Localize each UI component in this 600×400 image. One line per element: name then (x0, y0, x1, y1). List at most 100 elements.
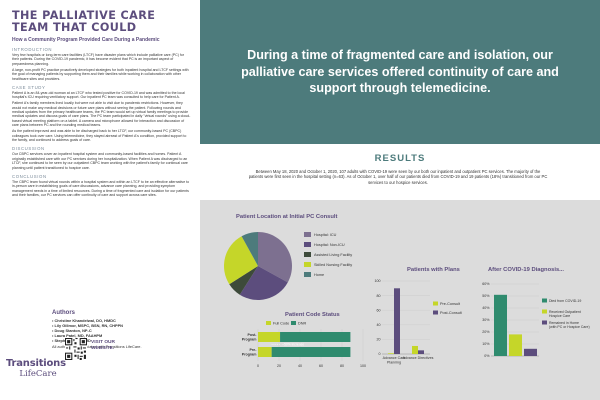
plans-chart-title: Patients with Plans (407, 267, 460, 273)
case-study-body: Patient A is an 84-year-old woman at an … (12, 91, 191, 142)
case-study-paragraph: As the patient improved and was able to … (12, 129, 187, 142)
results-title: RESULTS (374, 153, 426, 164)
discussion-body: Our CBPC services cover an inpatient hos… (12, 152, 191, 170)
bar (509, 334, 522, 356)
y-tick-label: 10% (482, 342, 490, 346)
x-tick-label: 60 (319, 364, 323, 368)
legend-label: Home (314, 273, 324, 277)
after-chart-title: After COVID-19 Diagnosis... (488, 267, 565, 273)
logo-line2: LifeCare (19, 369, 57, 379)
y-tick-label: 60 (377, 308, 381, 312)
y-tick-label: 80 (377, 294, 381, 298)
legend-label: Remained in Home (549, 321, 579, 325)
conclusion-body: The CBPC team found virtual rounds withi… (12, 180, 191, 198)
poster-title: THE PALLIATIVE CARE TEAM THAT COULD (12, 9, 156, 34)
bar (524, 348, 537, 356)
pie-slice (224, 236, 258, 285)
bar (494, 294, 507, 356)
bar-segment (258, 347, 272, 357)
introduction-paragraph: Very few hospitals or long-term care fac… (12, 53, 185, 66)
code-chart-title: Patient Code Status (285, 312, 340, 318)
legend-label: Post-Consult (440, 311, 463, 315)
results-text: Between May 18, 2020 and October 1, 2020… (248, 169, 548, 185)
x-tick-label: 40 (298, 364, 302, 368)
y-tick-label: 40 (377, 323, 381, 327)
legend-label: Pre-Consult (440, 302, 461, 306)
bar (388, 353, 394, 354)
legend-label: Hospital: Non-ICU (314, 243, 345, 247)
annotation-label: ~50% increase (282, 343, 304, 347)
banner: During a time of fragmented care and iso… (200, 0, 600, 144)
bar-segment (280, 332, 351, 342)
visit-line: VISIT OUR (91, 340, 115, 345)
legend-label: Full Code (273, 322, 289, 326)
author-item: Laura Patel, MD, FAAHPM (52, 333, 192, 338)
conclusion-paragraph: The CBPC team found virtual rounds withi… (12, 180, 190, 198)
y-tick-label: 0% (484, 354, 490, 358)
y-tick-label: 100 (375, 279, 381, 283)
legend-label: DNR (298, 322, 306, 326)
right-column: During a time of fragmented care and iso… (200, 0, 600, 400)
case-study-paragraph: Patient A's family members lived locally… (12, 101, 191, 128)
y-tick-label: 40% (482, 306, 490, 310)
legend-label: Assisted Living Facility (314, 253, 352, 257)
logo-line1: Transitions (6, 358, 66, 369)
introduction-heading: INTRODUCTION (12, 47, 53, 52)
legend-swatch (304, 272, 311, 277)
x-tick-label: 0 (257, 364, 259, 368)
location-pie-chart: Hospital: ICU Hospital: Non-ICU Assisted L… (224, 232, 352, 300)
introduction-body: Very few hospitals or long-term care fac… (12, 53, 191, 81)
bar (394, 288, 400, 354)
legend-label: Skilled Nursing Facility (314, 263, 352, 267)
after-bar-chart: 0% 10% 20% 30% 40% 50% 60% Died from COVID-19 Re… (482, 282, 590, 358)
qr-code-icon[interactable] (65, 338, 87, 360)
legend-label: (with PC or Hospice Care) (549, 325, 590, 329)
pie-slice (229, 266, 258, 295)
plans-bar-chart: 0 20 40 60 80 100 Advance CarePlanningAdvance … (375, 279, 463, 365)
results-charts-panel: Patient Location at Initial PC Consult H… (200, 200, 600, 400)
legend-swatch (433, 301, 438, 306)
legend-swatch (542, 298, 547, 303)
legend-swatch (433, 310, 438, 315)
x-tick-label: Advance Care (383, 356, 406, 360)
legend-label: Died from COVID-19 (549, 299, 581, 303)
bar (412, 345, 418, 354)
legend-swatch (304, 262, 311, 267)
y-tick-label: 30% (482, 318, 490, 322)
y-tick-label: 0 (379, 352, 381, 356)
y-tick-label: 20 (377, 338, 381, 342)
visit-website-text[interactable]: VISIT OUR WEBSITE. (91, 340, 115, 352)
case-study-heading: CASE STUDY (12, 84, 46, 90)
case-study-paragraph: Patient A is an 84-year-old woman at an … (12, 90, 185, 100)
y-tick-label: 20% (482, 330, 490, 334)
x-tick-label: 20 (277, 364, 281, 368)
legend-swatch (266, 321, 271, 325)
banner-text: During a time of fragmented care and iso… (241, 48, 559, 96)
pie-slice (239, 266, 288, 300)
x-tick-label: Planning (387, 361, 401, 365)
author-item: Lily Gillmor, MSPC, BSN, RN, CHPPN (52, 323, 192, 328)
legend-swatch (304, 232, 311, 237)
y-tick-label: Program (242, 352, 257, 356)
x-tick-label: 100 (360, 364, 366, 368)
conclusion-heading: CONCLUSION (12, 174, 47, 180)
y-tick-label: 50% (482, 294, 490, 298)
y-tick-label: Program (242, 337, 257, 341)
pie-slice (258, 232, 292, 283)
author-item: Christine Khandelwal, DO, HMDC (52, 318, 192, 323)
legend-swatch (291, 321, 296, 325)
bar-segment (271, 347, 351, 357)
transitions-lifecare-logo: Transitions LifeCare (6, 350, 66, 380)
poster-subtitle: How a Community Program Provided Care Du… (12, 37, 160, 43)
x-tick-label: Advance Directives (403, 356, 434, 360)
legend-swatch (542, 320, 547, 325)
legend-swatch (304, 242, 311, 247)
pie-slice (241, 232, 258, 266)
bar (418, 350, 424, 354)
legend-label: Hospital: ICU (314, 233, 337, 237)
x-tick-label: 80 (340, 364, 344, 368)
authors-note: All authors are associated with Transiti… (52, 343, 142, 349)
bar-segment (258, 332, 281, 342)
